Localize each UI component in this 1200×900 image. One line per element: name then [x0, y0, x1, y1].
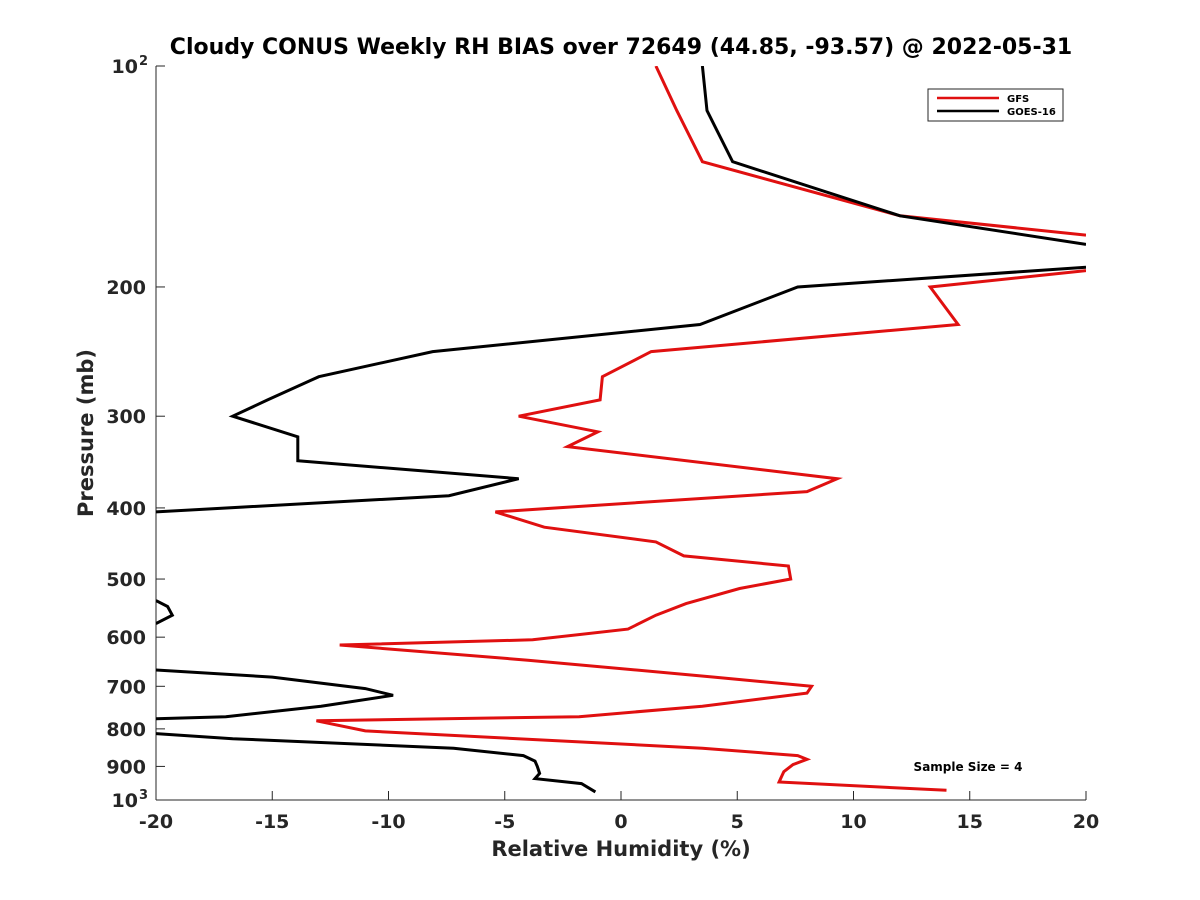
sample-size-annotation: Sample Size = 4 [914, 760, 1023, 774]
plot-area [155, 66, 1086, 801]
y-tick-exponent: 3 [139, 788, 148, 803]
y-tick-exponent: 2 [139, 54, 148, 69]
x-tick-label: -15 [255, 811, 289, 833]
y-tick-label: 900 [106, 756, 146, 778]
x-axis: -20 -15 -10 -5 0 5 10 15 20 [139, 791, 1099, 833]
y-tick-label: 10 [112, 790, 138, 812]
x-tick-label: 5 [731, 811, 744, 833]
series-line-gfs [316, 66, 1086, 792]
chart-title: Cloudy CONUS Weekly RH BIAS over 72649 (… [170, 35, 1072, 60]
legend-label: GFS [1007, 94, 1029, 105]
legend-label: GOES-16 [1007, 107, 1056, 118]
y-tick-label: 700 [106, 676, 146, 698]
series-line-goes-16 [156, 66, 1086, 794]
x-tick-label: -10 [371, 811, 405, 833]
y-tick-label: 600 [106, 627, 146, 649]
series-layer [156, 66, 1086, 794]
y-tick-label: 10 [112, 56, 138, 78]
y-tick-label: 800 [106, 719, 146, 741]
x-axis-title: Relative Humidity (%) [491, 837, 750, 861]
x-tick-label: -5 [494, 811, 515, 833]
x-tick-label: -20 [139, 811, 173, 833]
y-tick-label: 300 [106, 406, 146, 428]
legend-box [927, 88, 1064, 122]
y-axis-title: Pressure (mb) [74, 349, 98, 517]
y-tick-label: 500 [106, 569, 146, 591]
x-tick-label: 15 [957, 811, 983, 833]
x-tick-label: 10 [840, 811, 866, 833]
legend: GFS GOES-16 [927, 88, 1064, 122]
y-tick-label: 400 [106, 498, 146, 520]
x-tick-label: 0 [614, 811, 627, 833]
x-tick-label: 20 [1073, 811, 1099, 833]
y-tick-label: 200 [106, 277, 146, 299]
